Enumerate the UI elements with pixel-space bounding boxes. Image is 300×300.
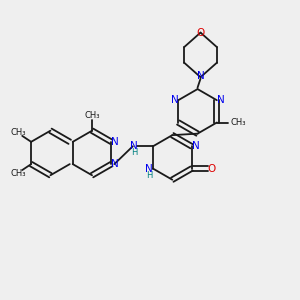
Text: H: H	[146, 171, 152, 180]
Text: O: O	[207, 164, 216, 174]
Text: CH₃: CH₃	[10, 169, 26, 178]
Text: N: N	[130, 141, 138, 151]
Text: N: N	[111, 137, 119, 147]
Text: N: N	[217, 95, 224, 105]
Text: O: O	[196, 28, 205, 38]
Text: CH₃: CH₃	[84, 111, 100, 120]
Text: CH₃: CH₃	[10, 128, 26, 136]
Text: CH₃: CH₃	[231, 118, 246, 127]
Text: N: N	[192, 141, 199, 151]
Text: N: N	[197, 71, 204, 81]
Text: N: N	[111, 159, 119, 169]
Text: N: N	[145, 164, 153, 174]
Text: H: H	[131, 148, 137, 157]
Text: N: N	[171, 95, 178, 105]
